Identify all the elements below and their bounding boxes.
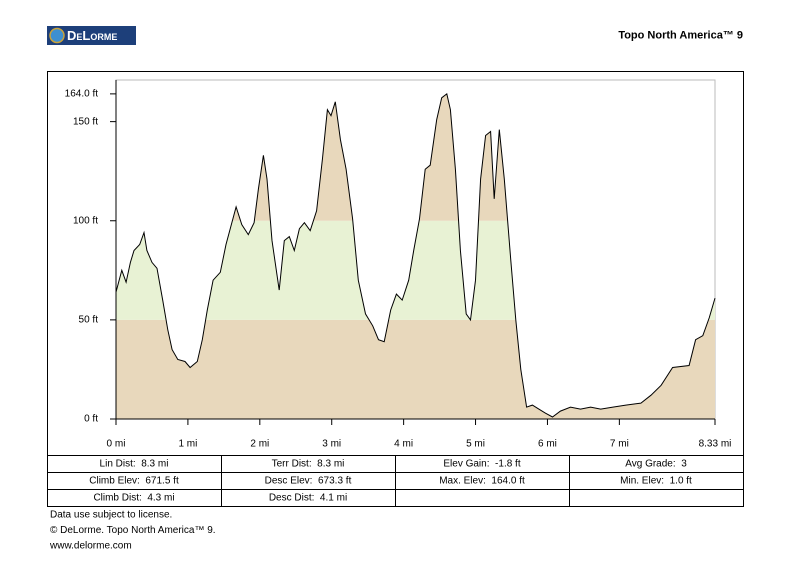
stat-cell: Max. Elev: 164.0 ft (439, 476, 525, 487)
footer-line: Data use subject to license. (50, 510, 172, 521)
elevation-band (116, 319, 715, 419)
stat-cell: Lin Dist: 8.3 mi (100, 459, 169, 470)
stat-cell: Min. Elev: 1.0 ft (620, 476, 692, 487)
stat-cell: Climb Dist: 4.3 mi (93, 493, 174, 504)
product-title: Topo North America™ 9 (618, 29, 743, 41)
stat-cell: Climb Elev: 671.5 ft (89, 476, 179, 487)
outer-frame (47, 71, 744, 507)
logo-box (47, 26, 136, 45)
stat-cell: Avg Grade: 3 (625, 459, 687, 470)
y-tick-label: 100 ft (73, 215, 98, 226)
elevation-band (116, 93, 715, 221)
x-tick-label: 5 mi (466, 439, 485, 450)
stat-cell: Terr Dist: 8.3 mi (272, 459, 345, 470)
stats-table: Lin Dist: 8.3 mi Terr Dist: 8.3 mi Elev Ga… (47, 455, 743, 506)
x-tick-label: 0 mi (107, 439, 126, 450)
logo-globe (49, 27, 65, 44)
footer: Data use subject to license. © DeLorme. T… (49, 510, 216, 552)
x-tick-label: 6 mi (538, 439, 557, 450)
stat-cell: Desc Elev: 673.3 ft (265, 476, 352, 487)
y-tick-label: 164.0 ft (65, 89, 99, 100)
x-tick-label: 7 mi (610, 439, 629, 450)
x-tick-label: 2 mi (250, 439, 269, 450)
stat-cell: Desc Dist: 4.1 mi (269, 493, 347, 504)
y-tick-label: 0 ft (84, 414, 98, 425)
stat-cell: Elev Gain: -1.8 ft (443, 459, 520, 470)
footer-line: www.delorme.com (49, 541, 132, 552)
elevation-band (116, 220, 715, 320)
footer-line: © DeLorme. Topo North America™ 9. (50, 525, 216, 536)
area-fill (116, 93, 715, 419)
x-tick-label: 1 mi (178, 439, 197, 450)
profile-line (115, 93, 716, 418)
logo-text: DeLorme (67, 28, 117, 43)
y-tick-label: 150 ft (73, 116, 98, 127)
x-tick-label: 8.33 mi (699, 439, 732, 450)
x-tick-label: 4 mi (394, 439, 413, 450)
x-tick-label: 3 mi (322, 439, 341, 450)
y-tick-label: 50 ft (79, 315, 99, 326)
